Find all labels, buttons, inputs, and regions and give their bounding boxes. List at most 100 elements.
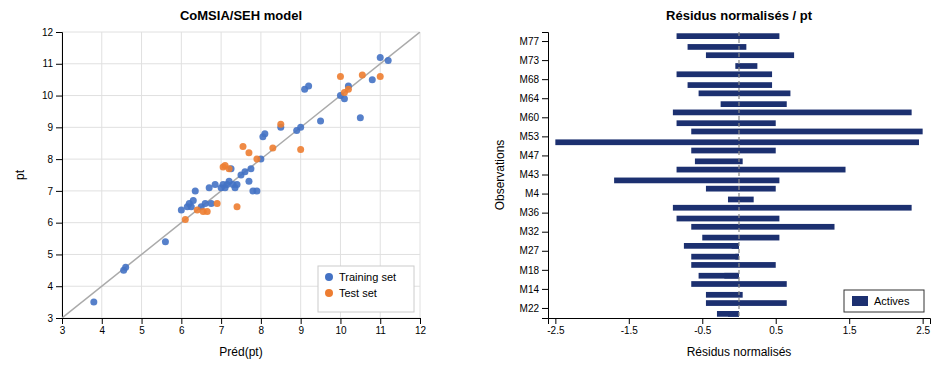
tick: 12 (42, 27, 62, 38)
bar (739, 101, 787, 107)
tick-mark (776, 318, 777, 324)
tick-mark (56, 286, 62, 287)
axis: 3456789101112 (60, 318, 427, 336)
tick-label: M64 (520, 93, 540, 104)
bar (721, 101, 739, 107)
tick-mark (142, 318, 143, 324)
point (226, 165, 233, 172)
tick-mark (542, 308, 548, 309)
tick-label: -2.5 (547, 325, 565, 336)
bar (688, 44, 739, 50)
axis: -2.5-1.5-0.50.51.52.5 (547, 318, 930, 336)
tick: 9 (298, 318, 304, 336)
tick-label: 10 (335, 325, 347, 336)
tick-mark (56, 96, 62, 97)
bar (739, 63, 757, 69)
tick-label: -1.5 (621, 325, 639, 336)
grid-line (62, 222, 420, 223)
point (269, 144, 276, 151)
tick: M27 (520, 245, 548, 256)
bar (739, 139, 919, 145)
legend-label: Test set (339, 287, 377, 299)
tick-mark (542, 117, 548, 118)
tick: M47 (520, 150, 548, 161)
bar (677, 120, 739, 126)
point (188, 203, 195, 210)
tick-mark (56, 64, 62, 65)
tick: 12 (415, 318, 427, 336)
tick-mark (181, 318, 182, 324)
tick: 8 (259, 318, 265, 336)
legend: Actives (844, 290, 924, 312)
point (239, 143, 246, 150)
bar (739, 186, 776, 192)
bar (739, 90, 790, 96)
bar (691, 281, 739, 287)
tick-mark (542, 98, 548, 99)
bar (706, 186, 739, 192)
tick: M53 (520, 131, 548, 142)
grid-line (181, 32, 182, 318)
tick: M36 (520, 207, 548, 218)
point (192, 187, 199, 194)
tick-label: 4 (99, 325, 105, 336)
point (345, 86, 352, 93)
point (178, 206, 185, 213)
tick: 1.5 (843, 318, 857, 336)
legend-swatch (325, 289, 333, 297)
tick: M77 (520, 36, 548, 47)
tick: 8 (47, 154, 62, 165)
tick: M22 (520, 303, 548, 314)
tick-mark (629, 318, 630, 324)
bar (739, 205, 912, 211)
grid-line (101, 32, 102, 318)
tick-mark (542, 289, 548, 290)
tick-label: 11 (376, 325, 387, 336)
tick-mark (56, 127, 62, 128)
tick: M60 (520, 112, 548, 123)
tick-label: M22 (520, 303, 540, 314)
bar (691, 224, 739, 230)
tick: M43 (520, 169, 548, 180)
bar (695, 158, 739, 164)
point (297, 124, 304, 131)
legend-box (844, 290, 924, 312)
tick-mark (56, 32, 62, 33)
grid (62, 32, 420, 318)
tick-mark (420, 318, 421, 324)
tick-label: M73 (520, 55, 540, 66)
bar (739, 44, 746, 50)
tick-label: 12 (42, 27, 54, 38)
tick-mark (542, 136, 548, 137)
point (305, 83, 312, 90)
tick-label: 3 (47, 313, 53, 324)
bar (728, 197, 739, 203)
tick-mark (702, 318, 703, 324)
tick-mark (542, 232, 548, 233)
bar (739, 129, 923, 135)
tick-label: M43 (520, 169, 540, 180)
bar (699, 90, 739, 96)
chart-title: Résidus normalisés / pt (666, 8, 813, 23)
tick: 10 (335, 318, 347, 336)
tick-label: 0.5 (769, 325, 783, 336)
plot-area (62, 32, 420, 318)
legend-label: Actives (874, 295, 910, 307)
tick: 3 (60, 318, 66, 336)
tick-mark (542, 60, 548, 61)
tick-mark (923, 318, 924, 324)
legend-swatch (325, 273, 333, 281)
tick-mark (542, 270, 548, 271)
bar (677, 216, 739, 222)
legend: Training setTest set (318, 266, 414, 312)
point (247, 165, 254, 172)
bar (717, 311, 739, 317)
axis-line (63, 319, 421, 325)
tick: 11 (376, 318, 387, 336)
tick-mark (221, 318, 222, 324)
bar (684, 243, 739, 249)
point (245, 149, 252, 156)
tick: 3 (47, 313, 62, 324)
y-axis-title: pt (13, 169, 27, 180)
chart-title: CoMSIA/SEH model (180, 8, 302, 23)
